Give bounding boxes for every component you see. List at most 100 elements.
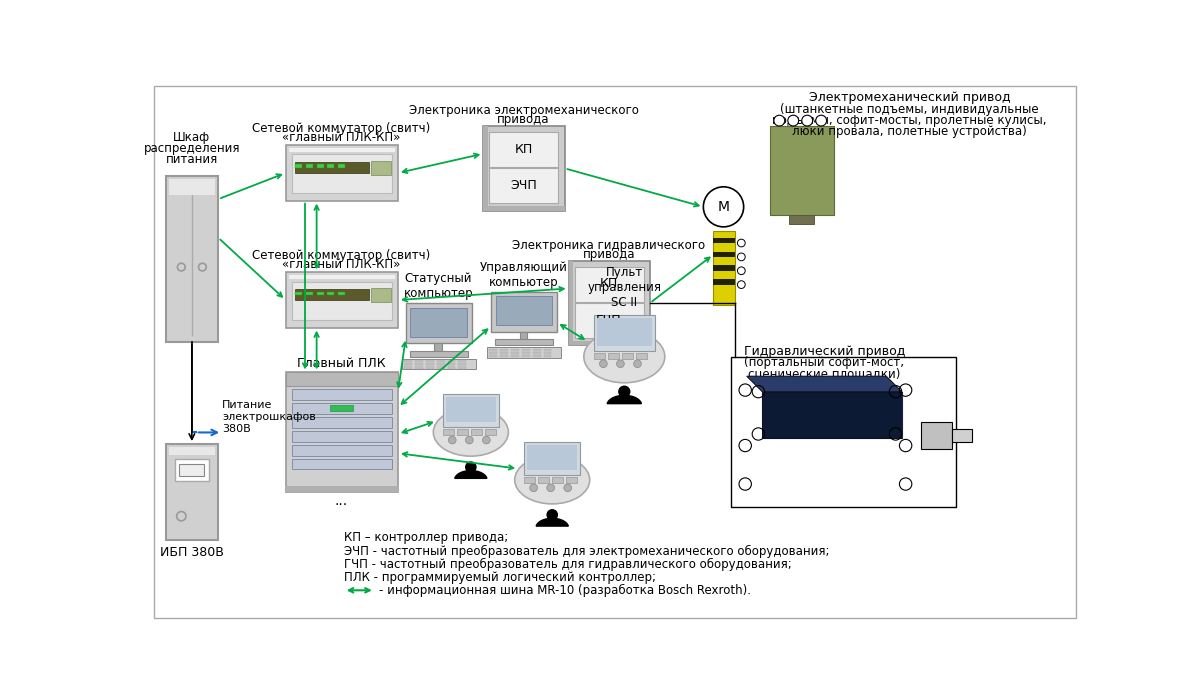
Bar	[292, 282, 392, 320]
Text: ИБП 380В: ИБП 380В	[160, 546, 223, 559]
Bar	[608, 353, 619, 359]
Circle shape	[547, 510, 557, 520]
Bar	[168, 179, 215, 194]
Polygon shape	[607, 395, 642, 404]
Text: Шкаф: Шкаф	[173, 131, 210, 144]
Bar	[426, 363, 433, 365]
Bar	[575, 267, 643, 302]
Bar	[426, 366, 433, 369]
Bar	[500, 351, 508, 354]
Bar	[437, 366, 444, 369]
Text: Электроника гидравлического: Электроника гидравлического	[512, 239, 706, 252]
Bar	[338, 164, 346, 169]
Bar	[922, 422, 952, 450]
Bar	[434, 343, 442, 351]
Bar	[533, 351, 541, 354]
Bar	[520, 332, 528, 339]
Bar	[544, 348, 552, 351]
Text: Сетевой коммутатор (свитч): Сетевой коммутатор (свитч)	[252, 249, 431, 262]
Text: люки провала, полетные устройства): люки провала, полетные устройства)	[792, 125, 1027, 138]
Bar	[409, 351, 468, 357]
Bar	[494, 339, 553, 346]
Bar	[528, 445, 577, 470]
Bar	[286, 372, 398, 492]
Bar	[292, 390, 392, 400]
Bar	[524, 442, 580, 475]
Bar	[714, 238, 736, 243]
Bar	[415, 366, 422, 369]
Bar	[490, 169, 558, 203]
Circle shape	[788, 115, 799, 126]
Text: КП: КП	[600, 277, 618, 291]
Bar	[484, 126, 488, 210]
Bar	[770, 126, 834, 215]
Bar	[458, 363, 466, 365]
Bar	[371, 288, 391, 302]
Text: ЭЧП - частотный преобразователь для электромеханического оборудования;: ЭЧП - частотный преобразователь для элек…	[343, 544, 829, 558]
Ellipse shape	[515, 456, 589, 504]
Text: Сетевой коммутатор (свитч): Сетевой коммутатор (свитч)	[252, 122, 431, 135]
Bar	[524, 477, 535, 483]
Text: распределения: распределения	[144, 141, 240, 155]
Circle shape	[529, 484, 538, 491]
Bar	[446, 397, 496, 422]
Bar	[762, 392, 901, 438]
Circle shape	[466, 462, 476, 472]
Circle shape	[802, 115, 812, 126]
Bar	[522, 355, 529, 357]
Circle shape	[634, 360, 641, 367]
Text: - информационная шина MR-10 (разработка Bosch Rexroth).: - информационная шина MR-10 (разработка …	[379, 584, 751, 597]
Bar	[569, 341, 650, 346]
Text: ГЧП: ГЧП	[596, 314, 622, 326]
Bar	[544, 355, 552, 357]
Bar	[286, 145, 398, 201]
Bar	[539, 477, 550, 483]
Bar	[575, 303, 643, 338]
Bar	[402, 358, 475, 369]
Polygon shape	[455, 470, 487, 478]
Text: подъемы, софит-мосты, пролетные кулисы,: подъемы, софит-мосты, пролетные кулисы,	[773, 114, 1046, 127]
Bar	[443, 394, 499, 427]
Bar	[485, 429, 496, 436]
Bar	[166, 176, 218, 342]
Bar	[533, 348, 541, 351]
Bar	[458, 360, 466, 362]
Text: привода: привода	[497, 114, 550, 126]
Circle shape	[449, 436, 456, 444]
Bar	[491, 291, 557, 332]
Bar	[286, 273, 398, 328]
Bar	[317, 291, 324, 296]
Circle shape	[564, 484, 571, 491]
Ellipse shape	[584, 330, 665, 383]
Bar	[437, 360, 444, 362]
Bar	[410, 307, 467, 337]
Circle shape	[619, 386, 630, 397]
Bar	[490, 132, 558, 167]
Bar	[306, 164, 313, 169]
Bar	[328, 164, 335, 169]
Polygon shape	[536, 519, 569, 526]
Bar	[437, 363, 444, 365]
Bar	[289, 148, 395, 152]
Text: Питание
электрошкафов
380В: Питание электрошкафов 380В	[222, 401, 316, 434]
Text: Главный ПЛК: Главный ПЛК	[298, 357, 385, 369]
Text: Пульт
управления
SC II: Пульт управления SC II	[587, 266, 661, 309]
Bar	[594, 353, 605, 359]
Bar	[406, 303, 472, 343]
Bar	[306, 291, 313, 296]
Bar	[448, 360, 455, 362]
Polygon shape	[746, 376, 901, 392]
Bar	[714, 252, 736, 257]
Text: привода: привода	[582, 248, 635, 261]
Text: (портальный софит-мост,: (портальный софит-мост,	[744, 356, 905, 369]
Bar	[404, 363, 412, 365]
Bar	[292, 445, 392, 456]
Bar	[415, 360, 422, 362]
Bar	[484, 126, 565, 210]
Bar	[569, 261, 574, 346]
Text: Электромеханический привод: Электромеханический привод	[809, 91, 1010, 104]
Bar	[404, 366, 412, 369]
Bar	[598, 318, 653, 346]
Bar	[328, 291, 335, 296]
Bar	[566, 477, 577, 483]
